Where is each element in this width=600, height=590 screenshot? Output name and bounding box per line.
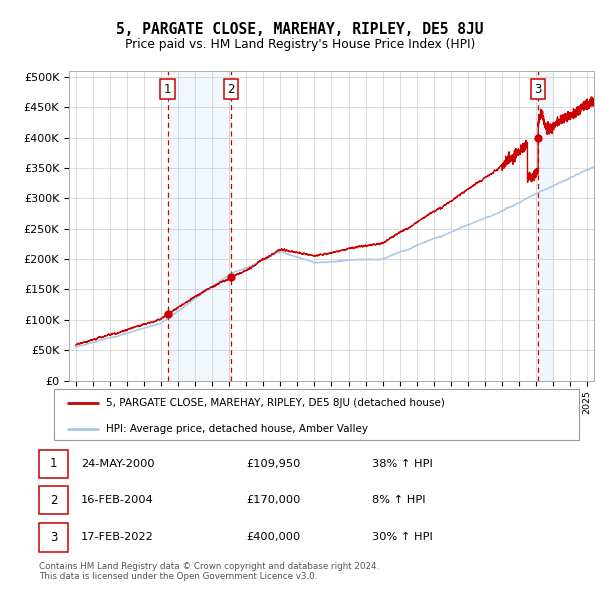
Text: £400,000: £400,000	[246, 533, 300, 542]
Text: 3: 3	[535, 83, 542, 96]
Text: Contains HM Land Registry data © Crown copyright and database right 2024.: Contains HM Land Registry data © Crown c…	[39, 562, 379, 571]
Text: 30% ↑ HPI: 30% ↑ HPI	[372, 533, 433, 542]
Text: 2: 2	[227, 83, 235, 96]
Text: 1: 1	[50, 457, 57, 470]
Text: 5, PARGATE CLOSE, MAREHAY, RIPLEY, DE5 8JU: 5, PARGATE CLOSE, MAREHAY, RIPLEY, DE5 8…	[116, 22, 484, 37]
Bar	[538, 71, 552, 381]
Text: 38% ↑ HPI: 38% ↑ HPI	[372, 459, 433, 468]
Text: £109,950: £109,950	[246, 459, 301, 468]
Text: 1: 1	[164, 83, 171, 96]
Text: This data is licensed under the Open Government Licence v3.0.: This data is licensed under the Open Gov…	[39, 572, 317, 581]
Text: £170,000: £170,000	[246, 496, 301, 505]
Text: 3: 3	[50, 531, 57, 544]
Text: Price paid vs. HM Land Registry's House Price Index (HPI): Price paid vs. HM Land Registry's House …	[125, 38, 475, 51]
Text: HPI: Average price, detached house, Amber Valley: HPI: Average price, detached house, Ambe…	[107, 424, 368, 434]
Text: 17-FEB-2022: 17-FEB-2022	[81, 533, 154, 542]
Text: 2: 2	[50, 494, 57, 507]
Text: 8% ↑ HPI: 8% ↑ HPI	[372, 496, 425, 505]
Bar	[167, 71, 231, 381]
Text: 24-MAY-2000: 24-MAY-2000	[81, 459, 155, 468]
Text: 5, PARGATE CLOSE, MAREHAY, RIPLEY, DE5 8JU (detached house): 5, PARGATE CLOSE, MAREHAY, RIPLEY, DE5 8…	[107, 398, 445, 408]
Text: 16-FEB-2004: 16-FEB-2004	[81, 496, 154, 505]
